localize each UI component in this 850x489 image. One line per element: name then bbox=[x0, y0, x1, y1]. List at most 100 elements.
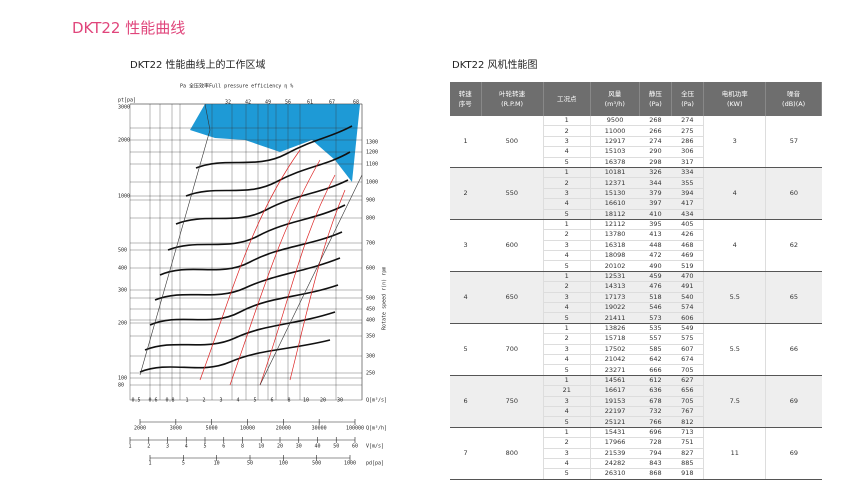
y-label: 100 bbox=[118, 376, 127, 382]
efficiency-label: 68 bbox=[353, 100, 359, 106]
table-cell: 728 bbox=[639, 437, 672, 449]
table-cell: 4 bbox=[450, 271, 482, 324]
table-row: 5 26310 868 918 bbox=[450, 468, 822, 480]
table-cell: 21042 bbox=[590, 354, 640, 366]
table-cell: 1 bbox=[450, 116, 482, 168]
table-row: 2 11000 266 275 bbox=[450, 125, 822, 137]
table-cell: 434 bbox=[671, 209, 704, 220]
table-cell: 405 bbox=[671, 219, 704, 231]
speed-label: 800 bbox=[366, 216, 375, 222]
table-cell: 2 bbox=[542, 177, 591, 189]
column-header: 转速 序号 bbox=[450, 82, 482, 116]
table-cell: 476 bbox=[639, 281, 672, 293]
table-cell: 4 bbox=[542, 458, 591, 470]
table-row: 4 18098 472 469 bbox=[450, 250, 822, 262]
table-row: 5 700 1 13826 535 549 5.5 66 bbox=[450, 323, 822, 376]
table-cell: 3 bbox=[542, 292, 591, 304]
header-text: (Pa) bbox=[649, 100, 662, 108]
table-cell: 549 bbox=[671, 323, 704, 335]
table-cell: 3 bbox=[542, 136, 591, 148]
table-cell: 4 bbox=[542, 302, 591, 314]
scale-label: 3000 bbox=[170, 426, 182, 432]
table-cell: 417 bbox=[671, 198, 704, 210]
table-row: 5 23271 666 705 bbox=[450, 364, 822, 376]
table-row: 7 800 1 15431 696 713 11 69 bbox=[450, 427, 822, 480]
table-cell: 60 bbox=[765, 167, 822, 220]
table-cell: 491 bbox=[671, 281, 704, 293]
scale-label: 6 bbox=[270, 398, 273, 404]
table-cell: 11000 bbox=[590, 125, 640, 137]
table-cell: 500 bbox=[481, 116, 544, 168]
table-row: 21 16617 636 656 bbox=[450, 385, 822, 397]
header-text: 全压 bbox=[681, 90, 695, 98]
speed-label: 300 bbox=[366, 354, 375, 360]
table-cell: 5.5 bbox=[703, 323, 767, 376]
scale-label: 1 bbox=[128, 444, 131, 450]
table-cell: 4 bbox=[542, 354, 591, 366]
table-cell: 274 bbox=[671, 116, 704, 127]
efficiency-label: 67 bbox=[329, 100, 335, 106]
chart-title: DKT22 性能曲线上的工作区域 bbox=[130, 60, 266, 71]
header-text: 序号 bbox=[458, 100, 472, 108]
table-cell: 62 bbox=[765, 219, 822, 272]
scale-label: 0.5 bbox=[131, 398, 140, 404]
table-cell: 15718 bbox=[590, 333, 640, 345]
table-cell: 550 bbox=[481, 167, 544, 220]
table-row: 5 21411 573 606 bbox=[450, 312, 822, 324]
y-label: 1000 bbox=[118, 194, 130, 200]
table-cell: 15130 bbox=[590, 188, 640, 200]
table-cell: 642 bbox=[639, 354, 672, 366]
table-row: 3 21539 794 827 bbox=[450, 448, 822, 459]
y-label: 2000 bbox=[118, 138, 130, 144]
table-cell: 794 bbox=[639, 448, 672, 459]
speed-label: 400 bbox=[366, 318, 375, 324]
table-cell: 490 bbox=[639, 260, 672, 272]
table-cell: 66 bbox=[765, 323, 822, 376]
table-cell: 546 bbox=[639, 302, 672, 314]
efficiency-label: 49 bbox=[265, 100, 271, 106]
table-cell: 413 bbox=[639, 229, 672, 241]
table-row: 3 19153 678 705 bbox=[450, 396, 822, 407]
table-row: 2 15718 557 575 bbox=[450, 333, 822, 345]
scale-label: 4 bbox=[185, 444, 188, 450]
table-cell: 17173 bbox=[590, 292, 640, 304]
table-cell: 4 bbox=[542, 198, 591, 210]
table-cell: 812 bbox=[671, 416, 704, 428]
y-label: pt[pa] bbox=[118, 98, 136, 104]
table-row: 4 15103 290 306 bbox=[450, 146, 822, 158]
table-cell: 2 bbox=[542, 281, 591, 293]
speed-label: 1200 bbox=[366, 150, 378, 156]
table-row: 5 25121 766 812 bbox=[450, 416, 822, 428]
table-cell: 426 bbox=[671, 229, 704, 241]
speed-label: 250 bbox=[366, 371, 375, 377]
table-cell: 674 bbox=[671, 354, 704, 366]
table-cell: 18112 bbox=[590, 209, 640, 220]
table-cell: 666 bbox=[639, 364, 672, 376]
table-cell: 266 bbox=[639, 125, 672, 137]
table-cell: 12371 bbox=[590, 177, 640, 189]
table-cell: 705 bbox=[671, 396, 704, 407]
scale-label: 4 bbox=[236, 398, 239, 404]
table-cell: 286 bbox=[671, 136, 704, 148]
table-cell: 379 bbox=[639, 188, 672, 200]
column-header: 全压 (Pa) bbox=[671, 82, 705, 116]
table-cell: 25121 bbox=[590, 416, 640, 428]
efficiency-label: 56 bbox=[285, 100, 291, 106]
table-cell: 678 bbox=[639, 396, 672, 407]
y-label: 3000 bbox=[118, 105, 130, 111]
speed-label: 700 bbox=[366, 241, 375, 247]
table-row: 4 16610 397 417 bbox=[450, 198, 822, 210]
table-cell: 12112 bbox=[590, 219, 640, 231]
scale-label: 10 bbox=[258, 444, 264, 450]
table-cell: 12917 bbox=[590, 136, 640, 148]
scale-label: 1000 bbox=[344, 461, 356, 467]
table-cell: 470 bbox=[671, 271, 704, 283]
boundary bbox=[139, 103, 363, 386]
table-cell: 713 bbox=[671, 427, 704, 439]
table-cell: 298 bbox=[639, 157, 672, 168]
table-cell: 868 bbox=[639, 468, 672, 480]
table-cell: 459 bbox=[639, 271, 672, 283]
table-cell: 1 bbox=[542, 167, 591, 179]
table-cell: 612 bbox=[639, 375, 672, 387]
speed-label: 900 bbox=[366, 198, 375, 204]
